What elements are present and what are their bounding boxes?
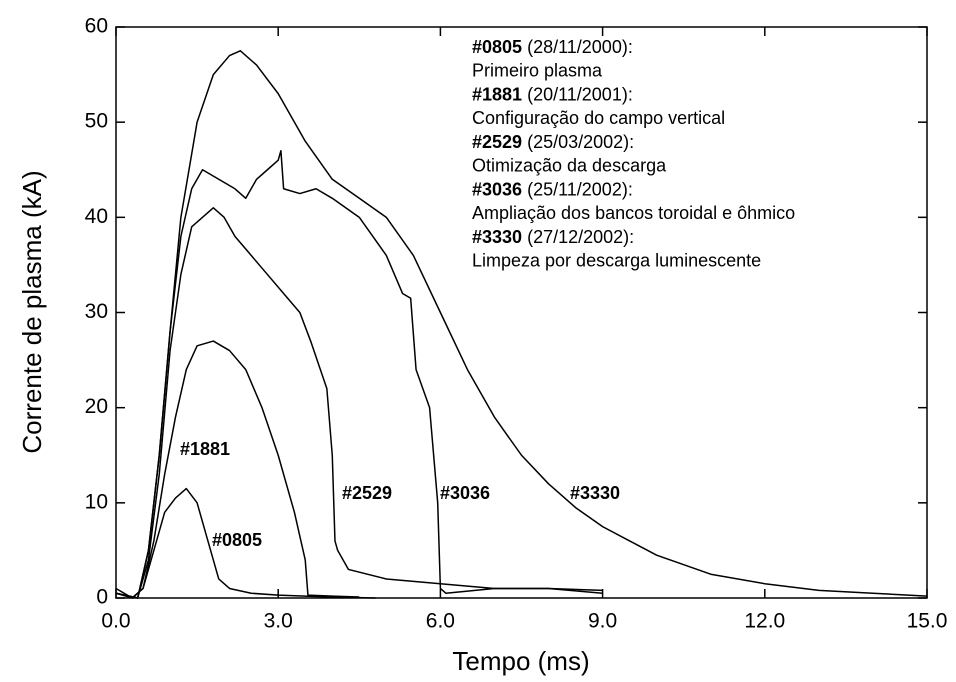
annotation-header: #1881 (20/11/2001): xyxy=(472,84,633,104)
y-tick-label: 50 xyxy=(85,110,108,133)
x-tick-label: 12.0 xyxy=(744,610,785,633)
y-tick-label: 20 xyxy=(85,395,108,418)
annotation-description: Limpeza por descarga luminescente xyxy=(472,250,761,270)
x-tick-label: 3.0 xyxy=(264,610,293,633)
annotation-header: #0805 (28/11/2000): xyxy=(472,37,633,57)
annotation-date: (20/11/2001): xyxy=(527,84,633,104)
y-tick-label: 10 xyxy=(85,490,108,513)
annotation-header: #3036 (25/11/2002): xyxy=(472,179,633,199)
annotation-header: #3330 (27/12/2002): xyxy=(472,227,634,247)
x-tick-label: 6.0 xyxy=(426,610,455,633)
series-line xyxy=(115,149,603,599)
y-axis-title: Corrente de plasma (kA) xyxy=(17,170,47,453)
annotation-description: Configuração do campo vertical xyxy=(472,108,725,128)
annotation-date: (25/03/2002): xyxy=(527,132,634,152)
x-tick-label: 15.0 xyxy=(907,610,948,633)
annotation-shot: #3036 xyxy=(472,179,522,199)
annotation-date: (25/11/2002): xyxy=(527,179,633,199)
curve-label: #0805 xyxy=(212,530,262,550)
x-tick-label: 9.0 xyxy=(588,610,617,633)
annotation-header: #2529 (25/03/2002): xyxy=(472,132,634,152)
curve-label: #2529 xyxy=(342,483,392,503)
annotation-date: (27/12/2002): xyxy=(527,227,634,247)
annotation-description: Primeiro plasma xyxy=(472,60,603,80)
annotation-description: Otimização da descarga xyxy=(472,155,667,175)
y-tick-label: 30 xyxy=(85,300,108,323)
curve-label: #3036 xyxy=(440,483,490,503)
annotation-shot: #2529 xyxy=(472,132,522,152)
series-line xyxy=(115,340,360,599)
annotation-date: (28/11/2000): xyxy=(527,37,633,57)
annotation-shot: #0805 xyxy=(472,37,522,57)
y-tick-label: 40 xyxy=(85,205,108,228)
x-tick-label: 0.0 xyxy=(101,610,130,633)
curve-label: #3330 xyxy=(570,483,620,503)
annotation-shot: #3330 xyxy=(472,227,522,247)
series-line xyxy=(115,487,376,599)
curve-label: #1881 xyxy=(180,439,230,459)
x-axis-title: Tempo (ms) xyxy=(452,646,589,676)
annotation-description: Ampliação dos bancos toroidal e ôhmico xyxy=(472,203,795,223)
series-line xyxy=(115,207,603,599)
y-tick-label: 60 xyxy=(85,15,108,38)
annotation-shot: #1881 xyxy=(472,84,522,104)
y-tick-label: 0 xyxy=(96,586,108,609)
series-line xyxy=(115,50,928,599)
